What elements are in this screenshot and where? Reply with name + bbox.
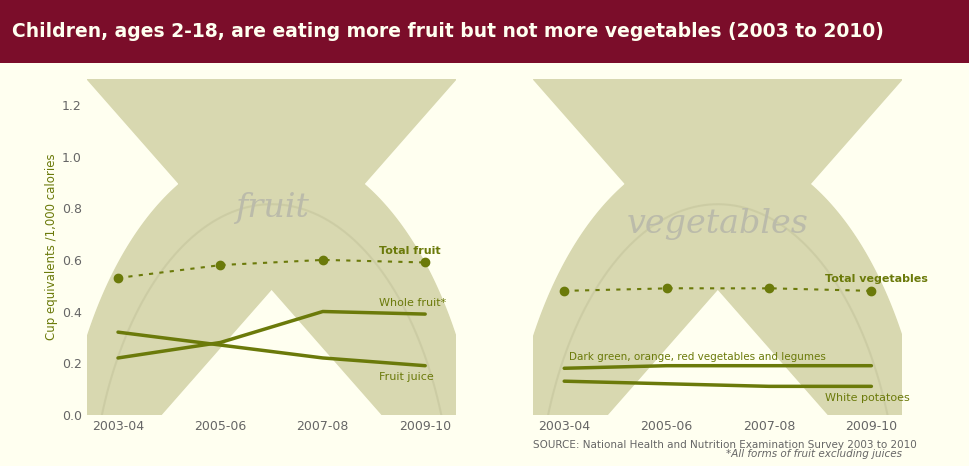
Text: SOURCE: National Health and Nutrition Examination Survey 2003 to 2010: SOURCE: National Health and Nutrition Ex… xyxy=(533,440,917,450)
Text: Dark green, orange, red vegetables and legumes: Dark green, orange, red vegetables and l… xyxy=(569,352,826,362)
Polygon shape xyxy=(504,79,930,466)
Text: *All forms of fruit excluding juices: *All forms of fruit excluding juices xyxy=(726,449,901,459)
Polygon shape xyxy=(58,79,484,466)
Text: Fruit juice: Fruit juice xyxy=(379,372,433,382)
Text: Total fruit: Total fruit xyxy=(379,246,440,256)
Text: fruit: fruit xyxy=(234,192,308,224)
Text: vegetables: vegetables xyxy=(626,208,808,240)
Text: Whole fruit*: Whole fruit* xyxy=(379,298,446,308)
Text: Total vegetables: Total vegetables xyxy=(825,274,927,284)
Y-axis label: Cup equivalents /1,000 calories: Cup equivalents /1,000 calories xyxy=(45,154,57,340)
Text: Children, ages 2-18, are eating more fruit but not more vegetables (2003 to 2010: Children, ages 2-18, are eating more fru… xyxy=(12,22,883,41)
Text: White potatoes: White potatoes xyxy=(825,393,909,403)
